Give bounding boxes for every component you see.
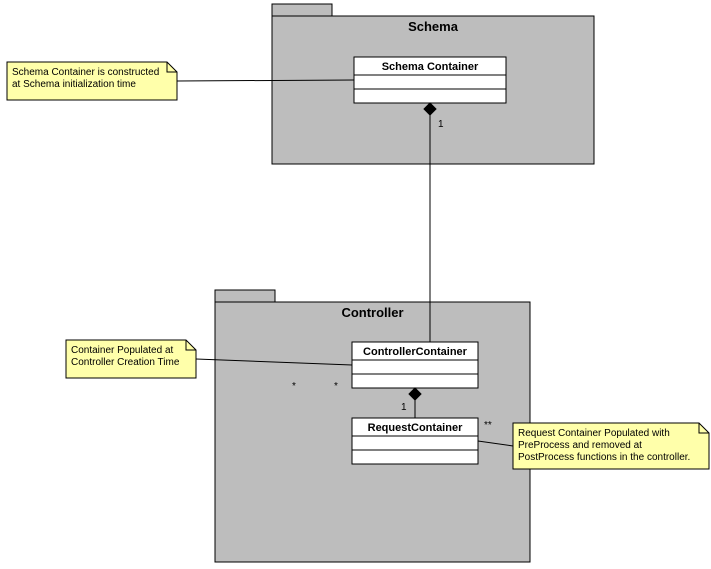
schema-note-line-1: at Schema initialization time [12, 79, 136, 90]
controller-container-class-title: ControllerContainer [363, 346, 468, 358]
controller-container-class: ControllerContainer [352, 342, 478, 388]
schema-package-title: Schema [408, 19, 459, 34]
controller-package-title: Controller [341, 305, 403, 320]
request-note-line-2: PostProcess functions in the controller. [518, 452, 690, 463]
schema-controller-mult: 1 [438, 119, 444, 130]
controller-note: Container Populated atController Creatio… [66, 340, 196, 378]
schema-container-class-title: Schema Container [382, 61, 479, 73]
request-self-mult: ** [484, 420, 492, 431]
request-container-class: RequestContainer [352, 418, 478, 464]
schema-container-class: Schema Container [354, 57, 506, 103]
controller-note-line-1: Controller Creation Time [71, 357, 180, 368]
schema-note-line-0: Schema Container is constructed [12, 67, 159, 78]
controller-note-line-0: Container Populated at [71, 345, 174, 356]
request-container-class-title: RequestContainer [368, 422, 463, 434]
controller-request-mult: 1 [401, 402, 407, 413]
request-note: Request Container Populated withPreProce… [513, 423, 709, 469]
controller-self-mult-a: * [292, 381, 296, 392]
schema-note: Schema Container is constructedat Schema… [7, 62, 177, 100]
controller-self-mult-b: * [334, 381, 338, 392]
request-note-line-0: Request Container Populated with [518, 428, 670, 439]
request-note-line-1: PreProcess and removed at [518, 440, 642, 451]
